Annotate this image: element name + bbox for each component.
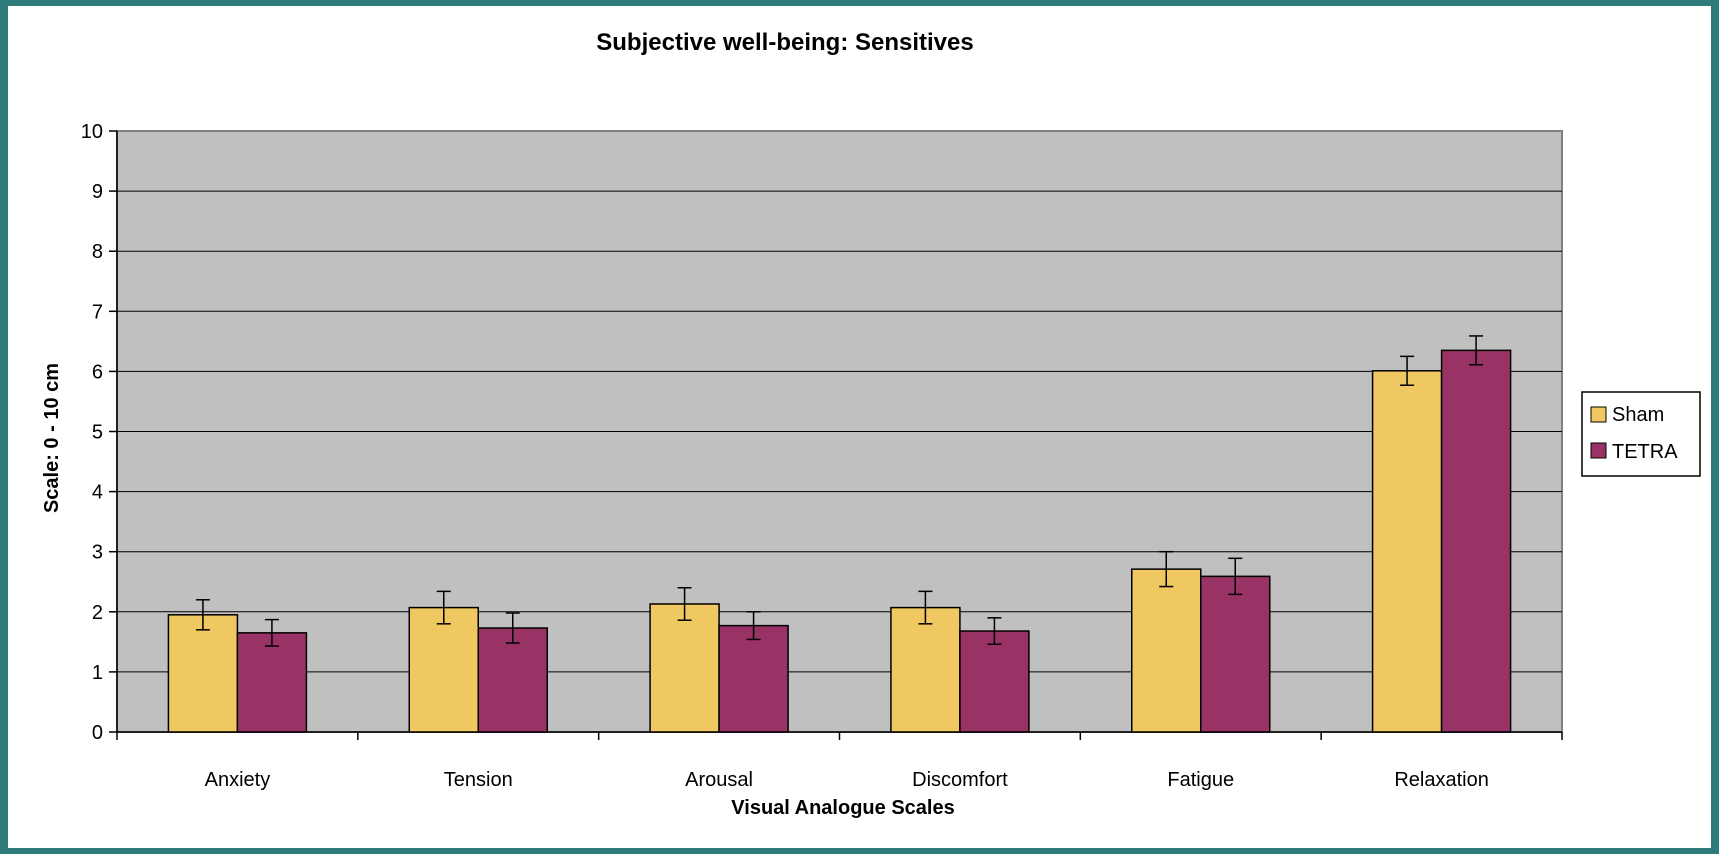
- legend: Sham TETRA: [1581, 391, 1701, 477]
- axes: 0 1 2 3 4 5 6 7 8 9 10 Anxiety Tension Arousal Discomf…: [81, 121, 1563, 791]
- bar-sham-fatigue: [1131, 568, 1202, 733]
- legend-label-tetra: TETRA: [1612, 441, 1678, 463]
- bar-sham-tension: [408, 606, 479, 733]
- y-tick-label: 1: [92, 662, 103, 684]
- y-tick-label: 8: [92, 241, 103, 263]
- chart-title: Subjective well-being: Sensitives: [596, 29, 973, 56]
- x-tick-label: Arousal: [685, 769, 753, 791]
- y-tick-label: 5: [92, 422, 103, 444]
- y-tick-label: 7: [92, 301, 103, 323]
- legend-swatch-sham: [1590, 406, 1607, 423]
- y-tick-label: 6: [92, 361, 103, 383]
- chart: Subjective well-being: Sensitives Visual…: [41, 29, 1701, 819]
- bar-tetra-relaxation: [1440, 349, 1512, 733]
- x-axis-title: Visual Analogue Scales: [731, 797, 954, 819]
- y-tick-label: 10: [81, 121, 103, 143]
- y-tick-label: 3: [92, 542, 103, 564]
- y-tick-label: 2: [92, 602, 103, 624]
- bar-tetra-fatigue: [1200, 575, 1271, 733]
- gridlines: [117, 190, 1562, 673]
- bar-tetra-arousal: [718, 624, 789, 733]
- y-tick-label: 9: [92, 181, 103, 203]
- bar-tetra-anxiety: [236, 632, 308, 733]
- y-tick-label: 4: [92, 482, 103, 504]
- x-tick-label: Tension: [444, 769, 513, 791]
- bar-sham-arousal: [649, 603, 720, 733]
- bar-tetra-discomfort: [959, 630, 1030, 733]
- chart-frame: Subjective well-being: Sensitives Visual…: [8, 6, 1711, 848]
- legend-swatch-tetra: [1590, 442, 1607, 459]
- y-tick-label: 0: [92, 722, 103, 744]
- bars: [167, 335, 1512, 733]
- x-tick-label: Anxiety: [205, 769, 271, 791]
- y-axis-title: Scale: 0 - 10 cm: [41, 363, 63, 513]
- x-tick-label: Discomfort: [912, 769, 1008, 791]
- bar-sham-discomfort: [890, 606, 961, 733]
- legend-label-sham: Sham: [1612, 404, 1664, 426]
- bar-sham-anxiety: [167, 614, 239, 733]
- x-tick-label: Fatigue: [1167, 769, 1234, 791]
- bar-tetra-tension: [477, 627, 548, 733]
- x-tick-label: Relaxation: [1394, 769, 1489, 791]
- bar-sham-relaxation: [1371, 370, 1443, 733]
- legend-box: [1581, 391, 1701, 477]
